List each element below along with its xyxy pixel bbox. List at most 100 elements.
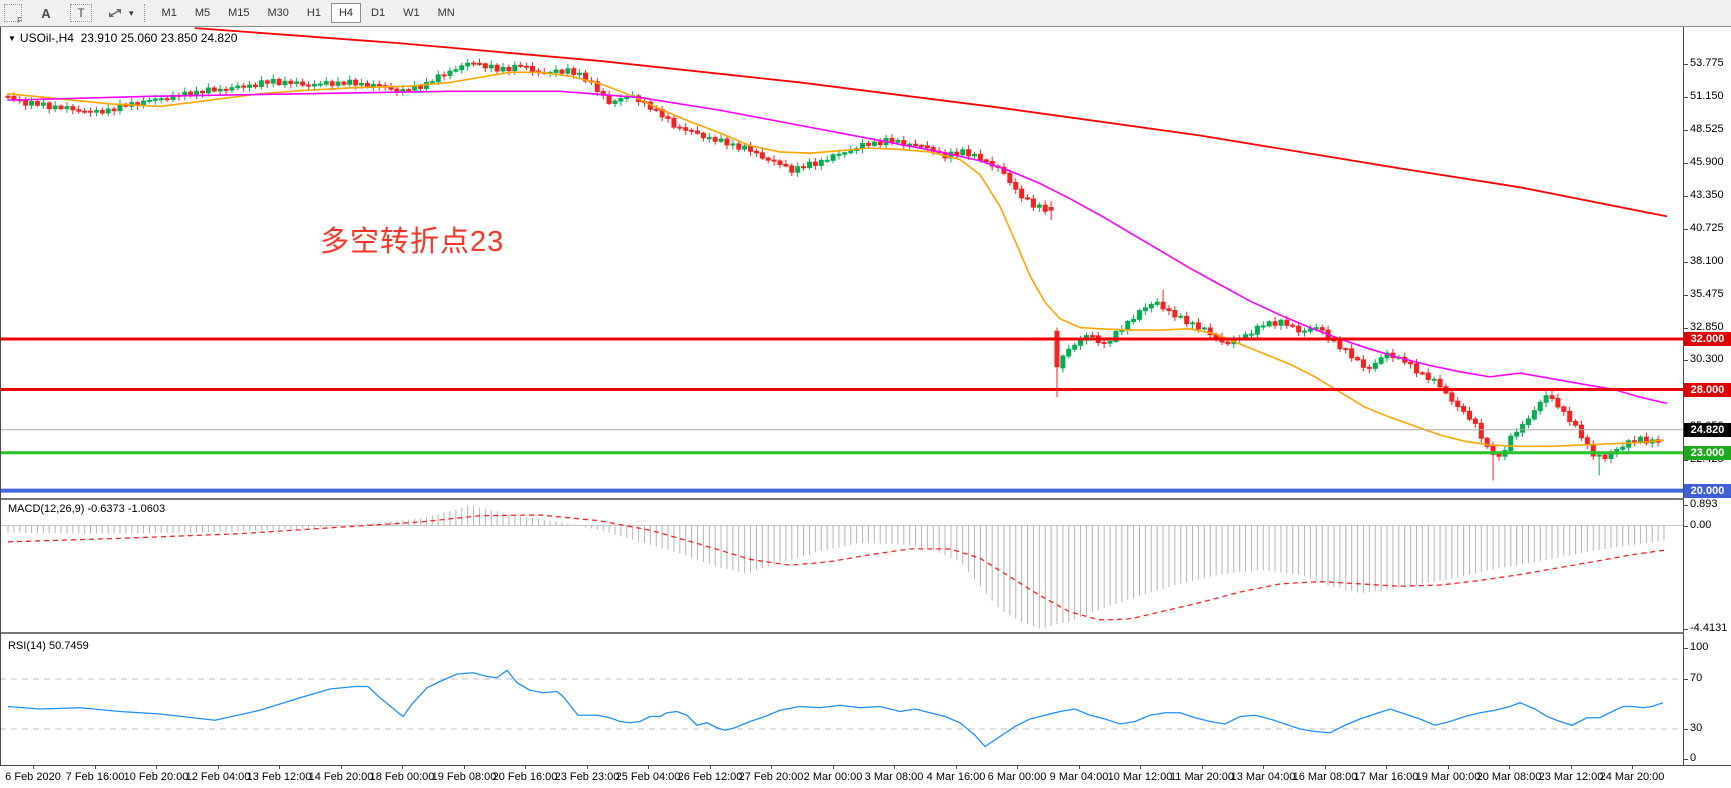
- time-axis-tick: [218, 765, 219, 769]
- price-axis-tick: [1683, 163, 1688, 164]
- date-label: 9 Mar 04:00: [1049, 771, 1109, 783]
- price-axis-tick: [1683, 295, 1688, 296]
- date-label: 7 Feb 16:00: [65, 771, 125, 783]
- macd-axis-tick: [1683, 526, 1688, 527]
- price-line-badge: 20.000: [1684, 484, 1731, 498]
- cursor-arrows-icon: [109, 9, 121, 17]
- chart-title: ▼ USOil-,H4 23.910 25.060 23.850 24.820: [8, 31, 237, 45]
- date-label: 20 Feb 16:00: [492, 771, 558, 783]
- date-label: 3 Mar 08:00: [864, 771, 924, 783]
- timeframe-button-mn[interactable]: MN: [437, 7, 455, 19]
- price-axis-tick: [1683, 262, 1688, 263]
- symbol-period-label: USOil-,H4: [19, 31, 74, 45]
- date-label: 19 Mar 00:00: [1415, 771, 1481, 783]
- time-axis-tick: [894, 765, 895, 769]
- rsi-axis-tick: [1683, 679, 1688, 680]
- date-label: 13 Mar 04:00: [1230, 771, 1296, 783]
- rsi-indicator-label: RSI(14) 50.7459: [8, 640, 89, 652]
- time-axis-tick: [833, 765, 834, 769]
- time-axis-tick: [1571, 765, 1572, 769]
- rsi-pane[interactable]: [0, 634, 1731, 765]
- time-axis-tick: [1386, 765, 1387, 769]
- macd-tick-label: 0.00: [1690, 519, 1712, 531]
- timeframe-button-m1[interactable]: M1: [161, 7, 177, 19]
- price-tick-label: 45.900: [1690, 156, 1724, 168]
- time-axis-tick: [1325, 765, 1326, 769]
- main-price-pane[interactable]: [0, 27, 1731, 498]
- pane-separator[interactable]: [0, 632, 1684, 634]
- date-label: 12 Feb 04:00: [185, 771, 251, 783]
- timeframe-button-h1[interactable]: H1: [306, 7, 321, 19]
- toolbar: F A T ▾ M1 M5 M15 M30 H1 H4 D1 W1 MN: [0, 0, 1731, 27]
- toolbar-grip-icon[interactable]: F: [4, 4, 22, 25]
- arrows-tool-button[interactable]: ▾: [106, 5, 134, 21]
- price-axis-tick: [1683, 460, 1688, 461]
- date-label: 10 Mar 12:00: [1107, 771, 1173, 783]
- date-label: 16 Mar 08:00: [1292, 771, 1358, 783]
- price-line-badge: 32.000: [1684, 332, 1731, 346]
- price-axis-tick: [1683, 64, 1688, 65]
- time-axis-border: [0, 765, 1731, 766]
- macd-tick-label: 0.893: [1690, 498, 1718, 510]
- price-tick-label: 48.525: [1690, 123, 1724, 135]
- date-label: 13 Feb 12:00: [246, 771, 312, 783]
- time-axis-tick: [1017, 765, 1018, 769]
- time-axis-tick: [1140, 765, 1141, 769]
- date-label: 23 Mar 12:00: [1538, 771, 1604, 783]
- toolbar-separator: [143, 4, 145, 22]
- time-axis-tick: [95, 765, 96, 769]
- price-axis-tick: [1683, 196, 1688, 197]
- time-axis-tick: [1448, 765, 1449, 769]
- date-label: 2 Mar 00:00: [803, 771, 863, 783]
- date-label: 6 Mar 00:00: [987, 771, 1047, 783]
- time-axis-tick: [956, 765, 957, 769]
- price-axis-tick: [1683, 97, 1688, 98]
- time-axis-tick: [1079, 765, 1080, 769]
- price-axis-tick: [1683, 328, 1688, 329]
- price-tick-label: 30.300: [1690, 353, 1724, 365]
- chart-left-border: [0, 27, 1, 765]
- date-label: 26 Feb 12:00: [677, 771, 743, 783]
- date-label: 24 Mar 20:00: [1599, 771, 1665, 783]
- macd-pane[interactable]: [0, 500, 1731, 632]
- price-tick-label: 51.150: [1690, 90, 1724, 102]
- time-axis-tick: [341, 765, 342, 769]
- rsi-tick-label: 0: [1690, 752, 1697, 764]
- time-axis-tick: [402, 765, 403, 769]
- date-label: 27 Feb 20:00: [738, 771, 804, 783]
- date-label: 18 Feb 00:00: [369, 771, 435, 783]
- time-axis-tick: [279, 765, 280, 769]
- rsi-tick-label: 100: [1690, 641, 1709, 653]
- grip-f-label: F: [17, 16, 22, 25]
- timeframe-button-d1[interactable]: D1: [371, 7, 386, 19]
- time-axis-tick: [156, 765, 157, 769]
- chevron-down-icon[interactable]: ▾: [129, 7, 134, 18]
- text-label-tool-button[interactable]: A: [36, 3, 56, 23]
- time-axis-tick: [1632, 765, 1633, 769]
- date-label: 25 Feb 04:00: [615, 771, 681, 783]
- price-tick-label: 53.775: [1690, 57, 1724, 69]
- price-line-badge: 23.000: [1684, 446, 1731, 460]
- date-label: 19 Feb 08:00: [431, 771, 497, 783]
- chart-annotation-text: 多空转折点23: [320, 226, 505, 258]
- time-axis-tick: [33, 765, 34, 769]
- rsi-axis-tick: [1683, 729, 1688, 730]
- rsi-axis-tick: [1683, 759, 1688, 760]
- timeframe-button-h4[interactable]: H4: [330, 3, 362, 23]
- timeframe-buttons: M1 M5 M15 M30 H1 H4 D1 W1 MN: [153, 3, 464, 23]
- time-axis-tick: [710, 765, 711, 769]
- timeframe-button-m15[interactable]: M15: [228, 7, 250, 19]
- price-tick-label: 35.475: [1690, 288, 1724, 300]
- textbox-tool-button[interactable]: T: [70, 4, 92, 22]
- price-line-badge: 24.820: [1684, 423, 1731, 437]
- time-axis-tick: [525, 765, 526, 769]
- time-axis-tick: [587, 765, 588, 769]
- timeframe-button-m5[interactable]: M5: [194, 7, 211, 19]
- timeframe-button-m30[interactable]: M30: [267, 7, 289, 19]
- timeframe-button-w1[interactable]: W1: [403, 7, 420, 19]
- price-axis-tick: [1683, 360, 1688, 361]
- price-tick-label: 40.725: [1690, 222, 1724, 234]
- symbol-dropdown-icon[interactable]: ▼: [8, 34, 16, 43]
- pane-separator[interactable]: [0, 498, 1684, 500]
